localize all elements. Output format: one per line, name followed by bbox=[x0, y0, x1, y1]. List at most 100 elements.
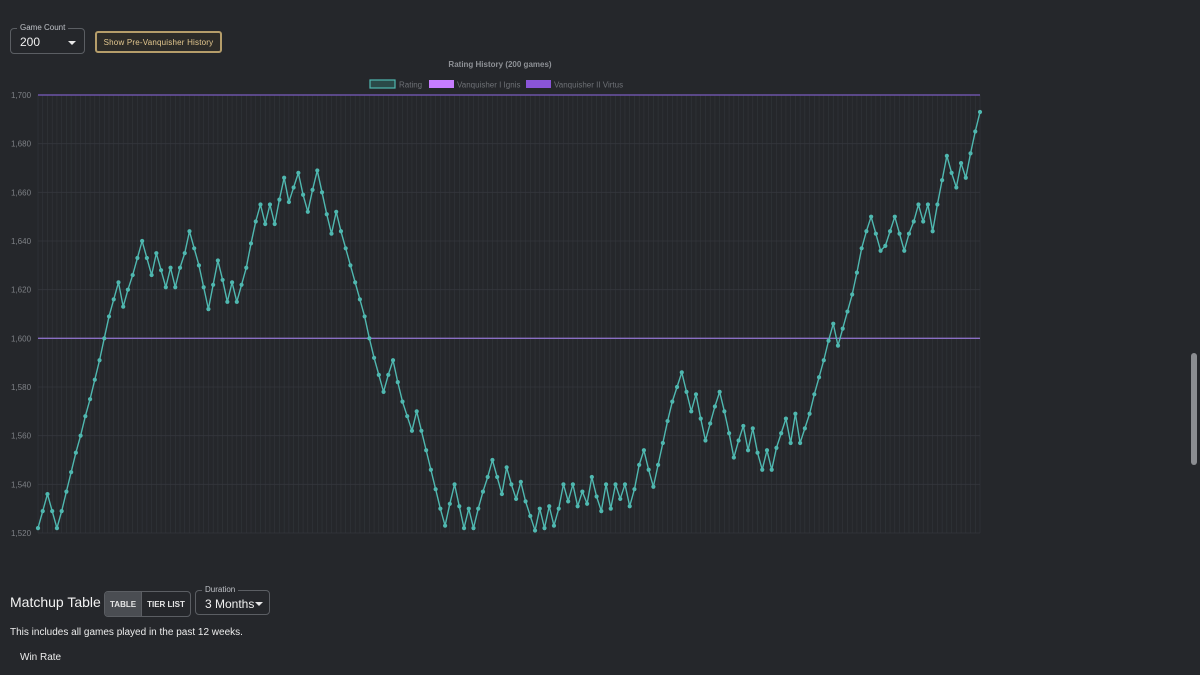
rating-point bbox=[864, 229, 869, 234]
rating-point bbox=[92, 377, 97, 382]
duration-select[interactable]: Duration 3 Months bbox=[195, 584, 270, 615]
rating-point bbox=[334, 209, 339, 214]
rating-point bbox=[689, 409, 694, 414]
rating-point bbox=[40, 509, 45, 514]
rating-point bbox=[968, 151, 973, 156]
rating-point bbox=[911, 219, 916, 224]
rating-point bbox=[821, 358, 826, 363]
rating-point bbox=[182, 251, 187, 256]
rating-point bbox=[537, 506, 542, 511]
rating-point bbox=[296, 170, 301, 175]
rating-point bbox=[173, 285, 178, 290]
rating-point bbox=[367, 336, 372, 341]
rating-point bbox=[878, 248, 883, 253]
rating-point bbox=[319, 190, 325, 195]
rating-point bbox=[419, 428, 424, 433]
matchup-table-title: Matchup Table bbox=[10, 594, 101, 610]
rating-point bbox=[693, 392, 699, 397]
rating-history-chart: Rating History (200 games) Rating Vanqui… bbox=[11, 60, 983, 538]
rating-point bbox=[670, 399, 675, 404]
rating-point bbox=[461, 526, 467, 531]
rating-point bbox=[83, 414, 88, 419]
rating-point bbox=[887, 229, 893, 234]
rating-point bbox=[229, 280, 235, 285]
rating-point bbox=[125, 287, 131, 292]
rating-point bbox=[764, 448, 770, 453]
rating-point bbox=[736, 438, 741, 443]
rating-point bbox=[575, 504, 580, 509]
rating-point bbox=[698, 416, 703, 421]
rating-point bbox=[338, 229, 344, 234]
rating-point bbox=[168, 265, 173, 270]
rating-point bbox=[940, 178, 945, 183]
tab-tier-list[interactable]: TIER LIST bbox=[141, 592, 190, 616]
view-toggle-group: TABLE TIER LIST bbox=[104, 591, 191, 617]
rating-point bbox=[300, 192, 306, 197]
rating-point bbox=[263, 221, 268, 227]
rating-point bbox=[244, 265, 249, 270]
rating-point bbox=[201, 285, 206, 290]
rating-point bbox=[816, 375, 822, 380]
rating-point bbox=[343, 246, 348, 251]
rating-point bbox=[750, 426, 755, 431]
rating-point bbox=[405, 414, 410, 419]
game-count-select[interactable]: Game Count 200 bbox=[10, 22, 85, 54]
rating-point bbox=[532, 528, 538, 533]
y-tick-label: 1,600 bbox=[11, 334, 32, 343]
y-tick-label: 1,660 bbox=[11, 188, 32, 197]
rating-point bbox=[551, 523, 557, 528]
game-count-label: Game Count bbox=[17, 22, 69, 34]
legend-swatch-vanquisher-i bbox=[429, 80, 454, 88]
rating-point bbox=[158, 268, 164, 273]
rating-point bbox=[835, 343, 841, 348]
rating-point bbox=[845, 309, 850, 314]
rating-point bbox=[45, 491, 50, 497]
rating-point bbox=[902, 248, 907, 253]
rating-point bbox=[906, 231, 912, 236]
rating-point bbox=[106, 314, 112, 319]
rating-point bbox=[87, 397, 93, 402]
y-tick-label: 1,620 bbox=[11, 286, 32, 295]
rating-point bbox=[570, 482, 576, 487]
rating-point bbox=[916, 202, 921, 207]
rating-point bbox=[958, 161, 964, 166]
rating-point bbox=[452, 482, 457, 487]
rating-point bbox=[788, 440, 793, 446]
rating-point bbox=[234, 299, 239, 304]
y-tick-label: 1,680 bbox=[11, 140, 32, 149]
rating-point bbox=[504, 465, 509, 470]
rating-point bbox=[140, 238, 145, 244]
rating-point bbox=[272, 221, 277, 227]
show-pre-vanquisher-history-button[interactable]: Show Pre-Vanquisher History bbox=[95, 31, 222, 53]
rating-point bbox=[471, 526, 476, 531]
rating-point bbox=[69, 470, 74, 475]
scrollbar-thumb[interactable] bbox=[1191, 353, 1197, 465]
rating-point bbox=[769, 467, 774, 472]
rating-point bbox=[651, 484, 656, 489]
rating-point bbox=[433, 487, 438, 492]
rating-point bbox=[783, 416, 789, 421]
rating-point bbox=[547, 504, 552, 509]
tab-table[interactable]: TABLE bbox=[105, 592, 142, 616]
y-tick-label: 1,520 bbox=[11, 529, 32, 538]
rating-point bbox=[116, 280, 121, 285]
rating-point bbox=[722, 409, 727, 414]
y-tick-label: 1,580 bbox=[11, 383, 32, 392]
rating-point bbox=[679, 370, 684, 375]
rating-point bbox=[111, 297, 116, 302]
rating-point bbox=[291, 185, 296, 190]
rating-point bbox=[618, 496, 623, 502]
rating-point bbox=[362, 314, 367, 319]
rating-point bbox=[585, 501, 590, 506]
y-tick-label: 1,560 bbox=[11, 432, 32, 441]
rating-point bbox=[386, 372, 391, 377]
rating-point bbox=[656, 462, 661, 467]
rating-point bbox=[315, 168, 320, 173]
rating-point bbox=[812, 392, 817, 397]
rating-point bbox=[930, 229, 935, 234]
rating-point bbox=[442, 523, 448, 528]
rating-point bbox=[220, 277, 225, 283]
rating-point bbox=[457, 504, 462, 509]
rating-point bbox=[215, 258, 220, 263]
rating-point bbox=[854, 270, 860, 275]
